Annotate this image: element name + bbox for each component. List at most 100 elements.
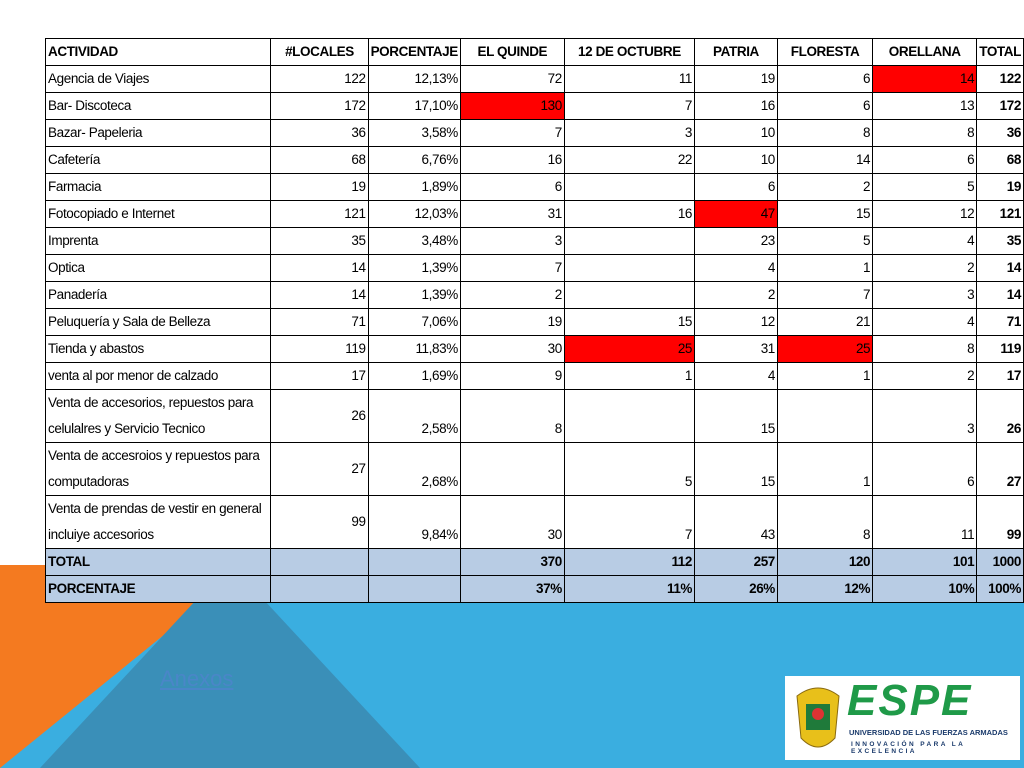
table-cell: 8: [776, 495, 874, 549]
table-cell: ACTIVIDAD: [44, 38, 272, 66]
table-row: Panadería 14 1,39% 2 2 7 3 14: [44, 281, 1024, 309]
table-cell: 12: [872, 200, 978, 228]
table-cell: ORELLANA: [872, 38, 978, 66]
table-cell: 12,13%: [367, 65, 461, 93]
table-cell: [563, 254, 696, 282]
table-cell: 43: [694, 495, 778, 549]
table-cell: 36: [976, 119, 1024, 147]
table-cell: 30: [459, 335, 565, 363]
table-cell: 17: [270, 362, 369, 390]
table-cell: 16: [459, 146, 565, 174]
table-row: Agencia de Viajes 122 12,13% 72 11 19 6 14 122: [44, 65, 1024, 93]
table-cell: 3: [872, 389, 978, 443]
table-cell: 22: [563, 146, 696, 174]
table-cell: 14: [976, 254, 1024, 282]
table-cell: 19: [270, 173, 369, 201]
table-cell: [563, 281, 696, 309]
table-cell: 2: [872, 362, 978, 390]
table-cell: Farmacia: [44, 173, 272, 201]
table-cell: 68: [976, 146, 1024, 174]
table-cell: TOTAL: [44, 548, 272, 576]
table-cell: Imprenta: [44, 227, 272, 255]
table-row: Peluquería y Sala de Belleza 71 7,06% 19 15 1…: [44, 308, 1024, 336]
table-cell: 5: [872, 173, 978, 201]
table-cell: 9,84%: [367, 495, 461, 549]
table-cell: 12 DE OCTUBRE: [563, 38, 696, 66]
table-cell: 7: [459, 119, 565, 147]
table-cell: 122: [270, 65, 369, 93]
table-cell: 1,39%: [367, 254, 461, 282]
table-cell: 25: [776, 335, 874, 363]
table-cell: EL QUINDE: [459, 38, 565, 66]
table-cell: 14: [872, 65, 978, 93]
logo-name: ESPE: [847, 676, 973, 725]
table-cell: 119: [976, 335, 1024, 363]
table-cell: 6,76%: [367, 146, 461, 174]
table-cell: 16: [563, 200, 696, 228]
table-cell: 12,03%: [367, 200, 461, 228]
table-cell: 121: [976, 200, 1024, 228]
table-cell: 3,48%: [367, 227, 461, 255]
table-cell: 1,39%: [367, 281, 461, 309]
table-cell: PORCENTAJE: [367, 38, 461, 66]
table-cell: 71: [270, 308, 369, 336]
table-cell: Cafetería: [44, 146, 272, 174]
table-row: Tienda y abastos 119 11,83% 30 25 31 25 8 119: [44, 335, 1024, 363]
table-cell: 11,83%: [367, 335, 461, 363]
table-cell: 27: [976, 442, 1024, 496]
table-cell: 11%: [563, 575, 696, 603]
table-cell: 3: [563, 119, 696, 147]
table-cell: Venta de accesroios y repuestos para com…: [44, 442, 272, 496]
table-cell: venta al por menor de calzado: [44, 362, 272, 390]
table-cell: 14: [776, 146, 874, 174]
table-cell: 25: [563, 335, 696, 363]
table-cell: Optica: [44, 254, 272, 282]
table-cell: 2,58%: [367, 389, 461, 443]
table-cell: 8: [872, 335, 978, 363]
table-cell: 6: [872, 146, 978, 174]
table-row: TOTAL 370 112 257 120 101 1000: [44, 548, 1024, 576]
table-cell: 4: [694, 254, 778, 282]
table-cell: 6: [776, 92, 874, 120]
table-cell: Peluquería y Sala de Belleza: [44, 308, 272, 336]
table-cell: 8: [459, 389, 565, 443]
table-cell: 4: [872, 227, 978, 255]
table-row: Cafetería 68 6,76% 16 22 10 14 6 68: [44, 146, 1024, 174]
table-cell: 31: [694, 335, 778, 363]
anexos-link[interactable]: Anexos: [160, 666, 234, 691]
logo-subtitle: UNIVERSIDAD DE LAS FUERZAS ARMADAS: [849, 728, 1008, 737]
table-cell: 120: [776, 548, 874, 576]
table-cell: Fotocopiado e Internet: [44, 200, 272, 228]
table-cell: 172: [976, 92, 1024, 120]
table-row: Venta de accesroios y repuestos para com…: [44, 442, 1024, 496]
table-row: Venta de prendas de vestir en general in…: [44, 495, 1024, 549]
table-row: Bazar- Papeleria 36 3,58% 7 3 10 8 8 36: [44, 119, 1024, 147]
table-row: Venta de accesorios, repuestos para celu…: [44, 389, 1024, 443]
table-cell: 7: [563, 495, 696, 549]
table-row: venta al por menor de calzado 17 1,69% 9 1 4 1…: [44, 362, 1024, 390]
table-cell: 10: [694, 146, 778, 174]
table-cell: 15: [694, 389, 778, 443]
dark-triangle: [40, 585, 420, 768]
table-cell: 11: [872, 495, 978, 549]
table-cell: [459, 442, 565, 496]
table-row: Bar- Discoteca 172 17,10% 130 7 16 6 13 172: [44, 92, 1024, 120]
table-cell: 26: [270, 389, 369, 443]
table-cell: 13: [872, 92, 978, 120]
logo-tagline: INNOVACIÓN PARA LA EXCELENCIA: [851, 741, 965, 755]
table-cell: 4: [694, 362, 778, 390]
table-cell: 1: [563, 362, 696, 390]
table-cell: #LOCALES: [270, 38, 369, 66]
table-cell: 26%: [694, 575, 778, 603]
table-cell: 1: [776, 362, 874, 390]
table-cell: 1,69%: [367, 362, 461, 390]
table-cell: [270, 575, 369, 603]
table-cell: Panadería: [44, 281, 272, 309]
table-cell: 27: [270, 442, 369, 496]
table-cell: [563, 227, 696, 255]
table-row: ACTIVIDAD #LOCALES PORCENTAJE EL QUINDE 12 D…: [44, 38, 1024, 66]
table-cell: 19: [976, 173, 1024, 201]
table-cell: 7: [459, 254, 565, 282]
table-cell: 3,58%: [367, 119, 461, 147]
table-cell: 19: [694, 65, 778, 93]
